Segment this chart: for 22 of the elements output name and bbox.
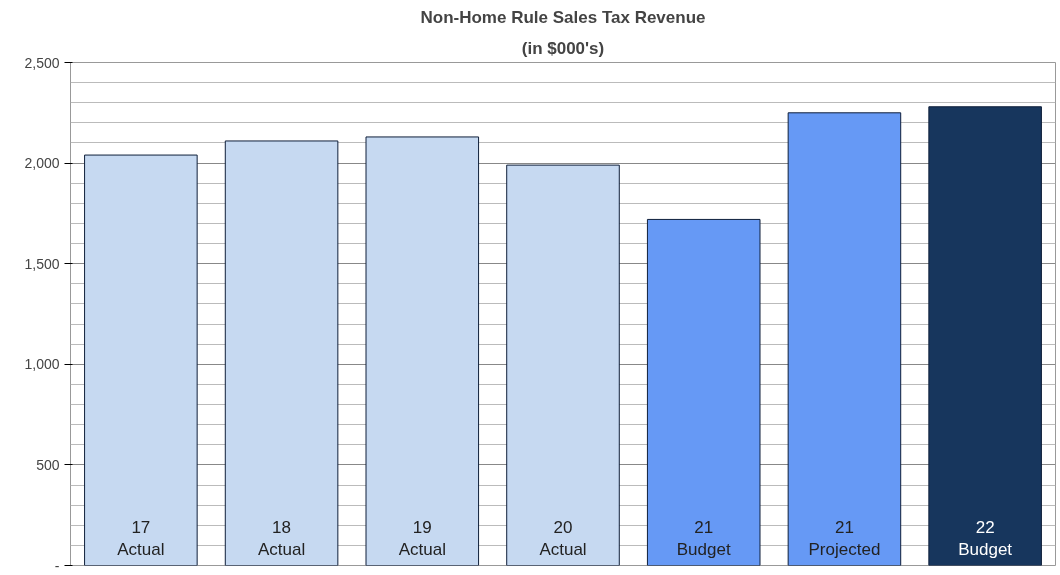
bar [787, 112, 902, 566]
y-tick-label: 2,000 [24, 155, 60, 172]
x-tick-label: 21 Budget [676, 517, 731, 560]
y-tick-label: 1,000 [24, 356, 60, 373]
x-tick-label: 22 Budget [958, 517, 1013, 560]
bar [365, 136, 480, 566]
y-tick-label: 1,500 [24, 255, 60, 272]
y-tick-label: - [54, 557, 60, 574]
bar [646, 218, 761, 566]
y-tick-label: 2,500 [24, 54, 60, 71]
x-tick-label: 17 Actual [117, 517, 165, 560]
y-tick-label: 500 [36, 456, 60, 473]
bar [84, 154, 198, 566]
chart-title: Non-Home Rule Sales Tax Revenue [420, 7, 706, 27]
x-tick-label: 21 Projected [808, 517, 881, 560]
x-tick-label: 18 Actual [257, 517, 306, 560]
x-tick-label: 19 Actual [398, 517, 446, 560]
chart-subtitle: (in $000's) [521, 38, 605, 58]
bar [224, 140, 339, 566]
x-tick-label: 20 Actual [539, 517, 587, 560]
bar [928, 106, 1042, 566]
bar [506, 164, 620, 566]
